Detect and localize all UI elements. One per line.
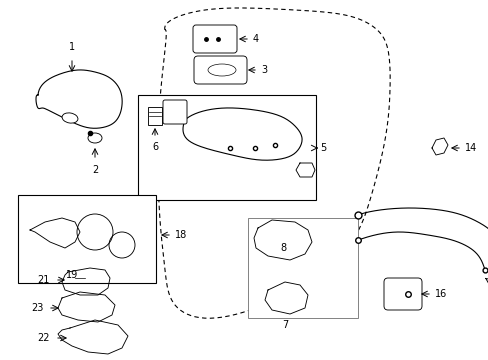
Bar xyxy=(18,195,156,283)
FancyBboxPatch shape xyxy=(163,100,186,124)
Text: 21: 21 xyxy=(38,275,50,285)
Text: 4: 4 xyxy=(252,34,259,44)
Text: 8: 8 xyxy=(279,243,285,253)
Bar xyxy=(138,95,315,200)
FancyBboxPatch shape xyxy=(383,278,421,310)
Text: 1: 1 xyxy=(69,42,75,52)
Text: 18: 18 xyxy=(175,230,187,240)
Ellipse shape xyxy=(62,113,78,123)
Ellipse shape xyxy=(207,64,236,76)
Text: 19: 19 xyxy=(66,270,78,280)
Text: 6: 6 xyxy=(152,142,158,152)
Text: 3: 3 xyxy=(261,65,266,75)
Text: 14: 14 xyxy=(464,143,476,153)
FancyBboxPatch shape xyxy=(193,25,237,53)
FancyBboxPatch shape xyxy=(194,56,246,84)
Text: 22: 22 xyxy=(38,333,50,343)
Bar xyxy=(148,107,162,125)
Text: 23: 23 xyxy=(32,303,44,313)
Text: 5: 5 xyxy=(319,143,325,153)
Text: 7: 7 xyxy=(281,320,287,330)
Text: 2: 2 xyxy=(92,165,98,175)
Bar xyxy=(247,218,357,318)
Text: 16: 16 xyxy=(434,289,447,299)
Ellipse shape xyxy=(88,133,102,143)
